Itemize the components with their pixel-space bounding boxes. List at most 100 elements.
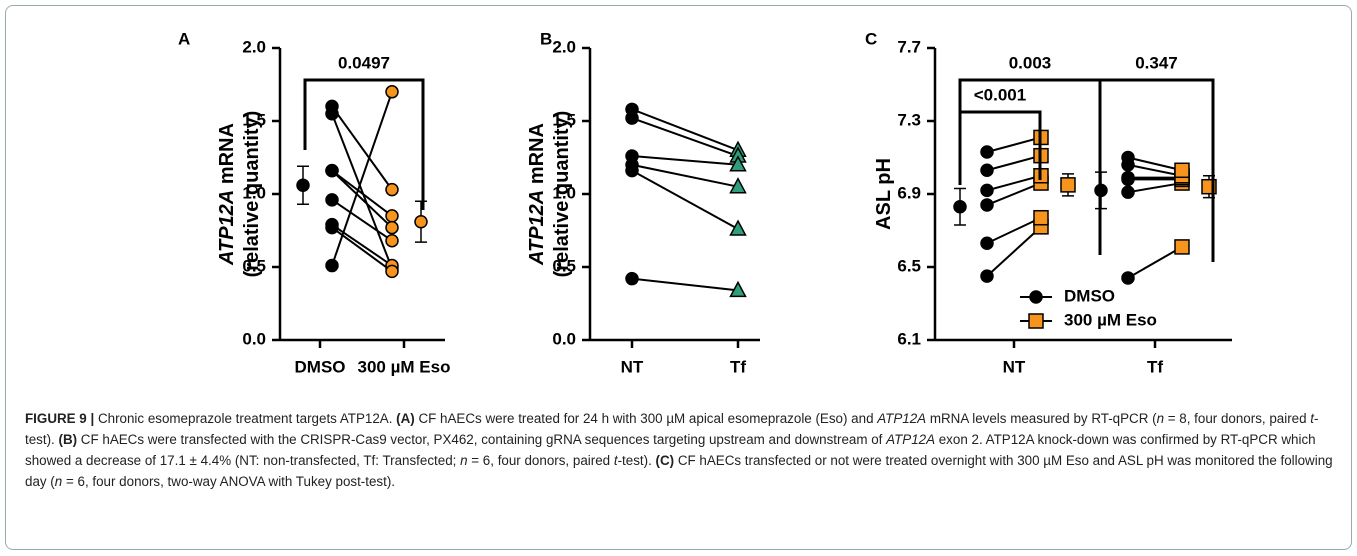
- data-point: [625, 111, 639, 125]
- caption-text: = 6, four donors, paired: [467, 453, 614, 468]
- legend-marker: [1029, 290, 1043, 304]
- significance-bracket: [958, 110, 1042, 180]
- data-point: [325, 258, 339, 273]
- pair-line: [986, 226, 1042, 277]
- caption-text: (C): [655, 453, 675, 468]
- y-tick-label: 0.0: [552, 329, 576, 348]
- y-tick-label: 7.7: [897, 37, 921, 56]
- pair-line: [986, 136, 1042, 153]
- pair-line: [986, 154, 1042, 172]
- y-tick-label: 2.0: [552, 37, 576, 56]
- data-point: [1121, 150, 1135, 165]
- data-point: [980, 183, 994, 198]
- data-point: [729, 219, 747, 236]
- data-point: [1033, 209, 1049, 226]
- y-tick-label: 6.9: [897, 183, 921, 202]
- data-point: [729, 280, 747, 298]
- mean-point: [296, 178, 310, 192]
- p-value: 0.347: [1135, 53, 1178, 72]
- data-point: [325, 193, 339, 207]
- figure-frame: [5, 5, 1352, 550]
- data-point: [625, 271, 639, 286]
- y-axis-label-part: (relative quantity): [551, 111, 573, 278]
- y-tick-label: 0.5: [242, 256, 266, 275]
- pair-line: [1127, 182, 1183, 194]
- pair-line: [331, 169, 393, 229]
- y-tick-label: 0.5: [552, 256, 576, 275]
- pair-line: [331, 169, 393, 217]
- data-point: [980, 236, 994, 251]
- y-tick-label: 1.0: [552, 183, 576, 202]
- legend-label: DMSO: [1064, 286, 1115, 305]
- pair-line: [331, 105, 393, 191]
- y-tick-label: 1.5: [552, 110, 576, 129]
- caption-text: Chronic esomeprazole treatment targets A…: [97, 411, 397, 426]
- data-point: [1174, 239, 1190, 255]
- data-point: [980, 269, 994, 283]
- pair-line: [1127, 163, 1183, 177]
- data-point: [1121, 170, 1135, 185]
- caption-text: t: [613, 453, 618, 468]
- data-point: [1121, 185, 1135, 199]
- mean-point: [414, 214, 428, 229]
- significance-bracket: [1098, 78, 1215, 262]
- y-tick-label: 1.0: [242, 183, 266, 202]
- data-point: [729, 155, 747, 172]
- y-axis-label: ATP12A mRNA: [526, 123, 548, 266]
- caption-text: CF hAECs were treated for 24 h with 300 …: [414, 411, 878, 426]
- data-point: [385, 209, 399, 223]
- p-value: 0.003: [1009, 53, 1052, 72]
- pair-line: [331, 223, 393, 267]
- y-tick-label: 6.5: [897, 256, 921, 275]
- panel-label: C: [865, 29, 877, 48]
- x-tick-label: Tf: [1147, 357, 1163, 376]
- caption-text: (B): [58, 432, 78, 447]
- pair-line: [986, 216, 1042, 245]
- data-point: [980, 163, 994, 178]
- caption-text: exon 2. ATP12A knock-down was confirmed …: [25, 432, 1316, 468]
- data-point: [385, 182, 399, 197]
- data-point: [385, 233, 399, 248]
- legend-label: 300 µM Eso: [1064, 310, 1157, 329]
- caption-text: t: [1310, 411, 1315, 426]
- caption-text: -test).: [25, 411, 1319, 447]
- pair-line: [631, 108, 739, 152]
- y-axis-label-part: ATP12A: [526, 190, 548, 266]
- panel-label: B: [540, 29, 552, 48]
- data-point: [625, 163, 639, 178]
- caption-text: n: [1156, 411, 1165, 426]
- caption-text: n: [460, 453, 468, 468]
- p-value: 0.0497: [338, 53, 390, 72]
- data-point: [385, 85, 399, 99]
- pair-line: [1127, 246, 1183, 279]
- y-axis-label: (relative quantity): [241, 111, 263, 278]
- caption-text: n: [54, 474, 63, 489]
- data-point: [325, 220, 339, 235]
- significance-bracket: [303, 78, 425, 210]
- x-tick-label: NT: [1003, 357, 1026, 376]
- data-point: [325, 106, 339, 121]
- caption-text: ATP12A: [877, 411, 927, 426]
- mean-point: [953, 200, 967, 214]
- data-point: [980, 198, 994, 212]
- caption-text: FIGURE 9 |: [25, 411, 98, 426]
- x-tick-label: Tf: [730, 357, 746, 376]
- x-tick-label: 300 µM Eso: [358, 357, 451, 376]
- y-tick-label: 1.5: [242, 110, 266, 129]
- legend-marker: [1028, 313, 1044, 329]
- pair-line: [331, 91, 393, 266]
- data-point: [325, 163, 339, 178]
- caption-text: CF hAECs were transfected with the CRISP…: [77, 432, 887, 447]
- y-axis-label: ASL pH: [873, 158, 895, 230]
- pair-line: [986, 174, 1042, 192]
- x-tick-label: NT: [621, 357, 644, 376]
- caption-text: = 8, four donors, paired: [1164, 411, 1311, 426]
- data-point: [980, 145, 994, 159]
- caption-text: (A): [396, 411, 415, 426]
- data-point: [385, 220, 399, 235]
- pair-line: [631, 155, 739, 166]
- panel-label: A: [178, 29, 190, 48]
- pair-line: [986, 182, 1042, 206]
- y-tick-label: 2.0: [242, 37, 266, 56]
